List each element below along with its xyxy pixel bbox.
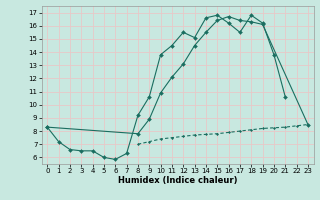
X-axis label: Humidex (Indice chaleur): Humidex (Indice chaleur): [118, 176, 237, 185]
